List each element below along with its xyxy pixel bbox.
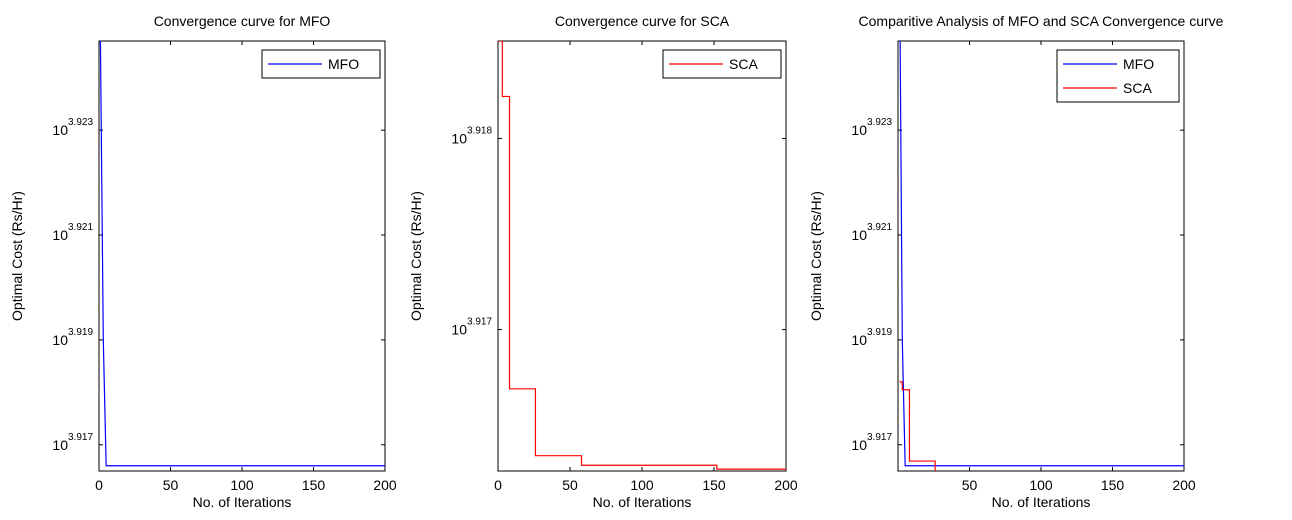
x-axis-label: No. of Iterations — [193, 494, 292, 510]
y-tick-exponent: 3.917 — [867, 432, 892, 443]
y-tick-exponent: 3.917 — [467, 317, 492, 328]
chart-panel-3: Comparitive Analysis of MFO and SCA Conv… — [808, 13, 1224, 510]
plot-frame — [497, 40, 787, 472]
y-tick-exponent: 3.923 — [867, 117, 892, 128]
y-tick-exponent: 3.918 — [467, 125, 492, 136]
x-tick-label: 0 — [95, 477, 103, 493]
y-axis-label: Optimal Cost (Rs/Hr) — [9, 191, 25, 321]
legend-label: MFO — [328, 56, 359, 72]
x-tick-label: 200 — [774, 477, 798, 493]
y-tick-label: 10 — [52, 227, 68, 243]
legend-label: MFO — [1123, 56, 1154, 72]
chart-title: Comparitive Analysis of MFO and SCA Conv… — [859, 13, 1224, 29]
y-axis-label: Optimal Cost (Rs/Hr) — [808, 191, 824, 321]
y-tick-label: 10 — [52, 332, 68, 348]
plot-frame — [98, 40, 386, 472]
x-tick-label: 150 — [1101, 477, 1125, 493]
x-tick-label: 50 — [562, 477, 578, 493]
y-tick-exponent: 3.921 — [867, 222, 892, 233]
y-tick-label: 10 — [451, 130, 467, 146]
x-tick-label: 100 — [1029, 477, 1053, 493]
x-tick-label: 200 — [1172, 477, 1196, 493]
x-tick-label: 50 — [163, 477, 179, 493]
x-axis-label: No. of Iterations — [593, 494, 692, 510]
y-tick-label: 10 — [851, 437, 867, 453]
y-tick-label: 10 — [52, 122, 68, 138]
y-tick-label: 10 — [851, 122, 867, 138]
series-line-sca — [899, 381, 936, 471]
y-tick-exponent: 3.919 — [867, 327, 892, 338]
x-tick-label: 0 — [494, 477, 502, 493]
y-tick-exponent: 3.919 — [68, 327, 93, 338]
y-tick-exponent: 3.923 — [68, 117, 93, 128]
series-line-mfo — [899, 41, 1184, 467]
x-tick-label: 150 — [702, 477, 726, 493]
legend: MFO SCA — [1056, 49, 1180, 103]
x-tick-label: 150 — [302, 477, 326, 493]
x-axis-label: No. of Iterations — [992, 494, 1091, 510]
y-tick-label: 10 — [52, 437, 68, 453]
x-tick-label: 100 — [630, 477, 654, 493]
y-axis-label: Optimal Cost (Rs/Hr) — [408, 191, 424, 321]
chart-title: Convergence curve for MFO — [154, 13, 331, 29]
y-tick-exponent: 3.921 — [68, 222, 93, 233]
legend-label: SCA — [1123, 80, 1152, 96]
legend: MFO — [261, 49, 381, 79]
y-tick-label: 10 — [451, 322, 467, 338]
legend-label: SCA — [729, 56, 758, 72]
series-line-sca — [498, 41, 786, 470]
x-tick-label: 50 — [962, 477, 978, 493]
y-tick-label: 10 — [851, 332, 867, 348]
y-tick-label: 10 — [851, 227, 867, 243]
chart-title: Convergence curve for SCA — [555, 13, 730, 29]
plot-frame — [897, 40, 1185, 472]
y-tick-exponent: 3.917 — [68, 432, 93, 443]
x-tick-label: 100 — [230, 477, 254, 493]
legend-box — [1056, 49, 1180, 103]
series-line-mfo — [99, 41, 385, 467]
x-tick-label: 200 — [373, 477, 397, 493]
legend: SCA — [662, 49, 782, 79]
